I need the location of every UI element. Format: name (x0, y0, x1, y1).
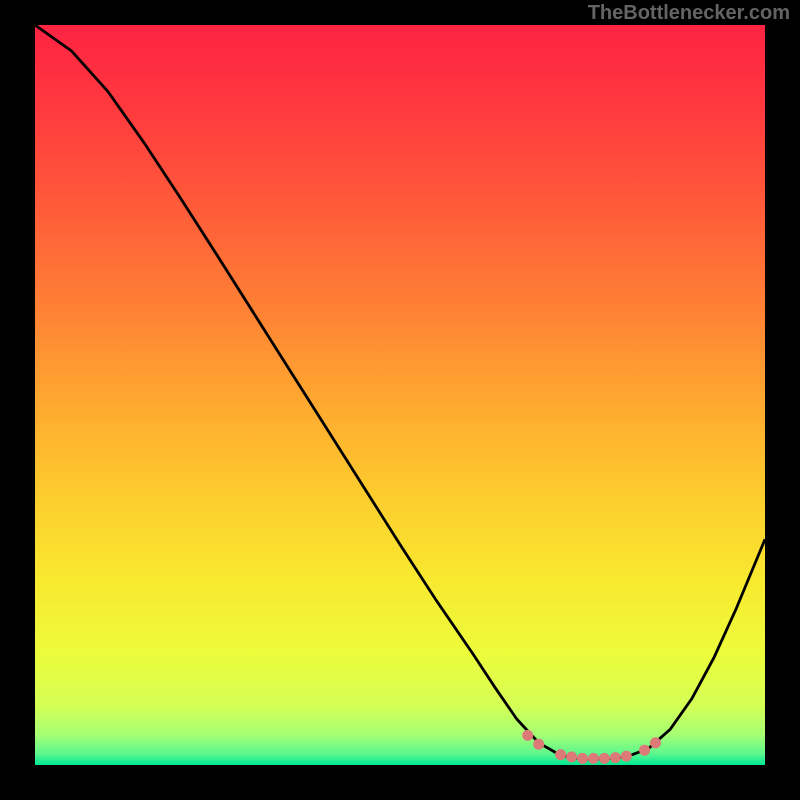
valley-marker (566, 751, 577, 762)
valley-marker (621, 751, 632, 762)
valley-marker (522, 730, 533, 741)
valley-marker (650, 737, 661, 748)
valley-marker (599, 753, 610, 764)
valley-markers (522, 730, 661, 764)
valley-marker (610, 752, 621, 763)
chart-plot-area (35, 25, 765, 765)
valley-marker (577, 753, 588, 764)
bottleneck-curve (35, 25, 765, 759)
watermark-text: TheBottlenecker.com (588, 2, 790, 25)
valley-marker (533, 739, 544, 750)
valley-marker (639, 745, 650, 756)
chart-curve-layer (35, 25, 765, 765)
valley-marker (555, 749, 566, 760)
valley-marker (588, 753, 599, 764)
